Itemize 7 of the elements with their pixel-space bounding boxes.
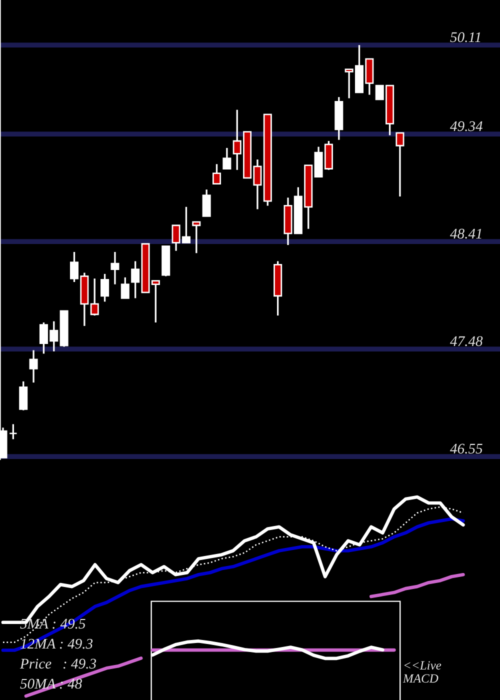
annotation: Price : 49.3 <box>20 658 96 669</box>
y-tick-label: 48.41 <box>450 228 482 239</box>
y-tick-label: 49.34 <box>450 121 482 132</box>
y-tick-label: 50.11 <box>450 32 480 42</box>
y-tick-label: 46.55 <box>450 444 482 454</box>
y-tick-label: 47.48 <box>450 336 483 346</box>
annotation: <<Live MACD <box>402 661 442 683</box>
